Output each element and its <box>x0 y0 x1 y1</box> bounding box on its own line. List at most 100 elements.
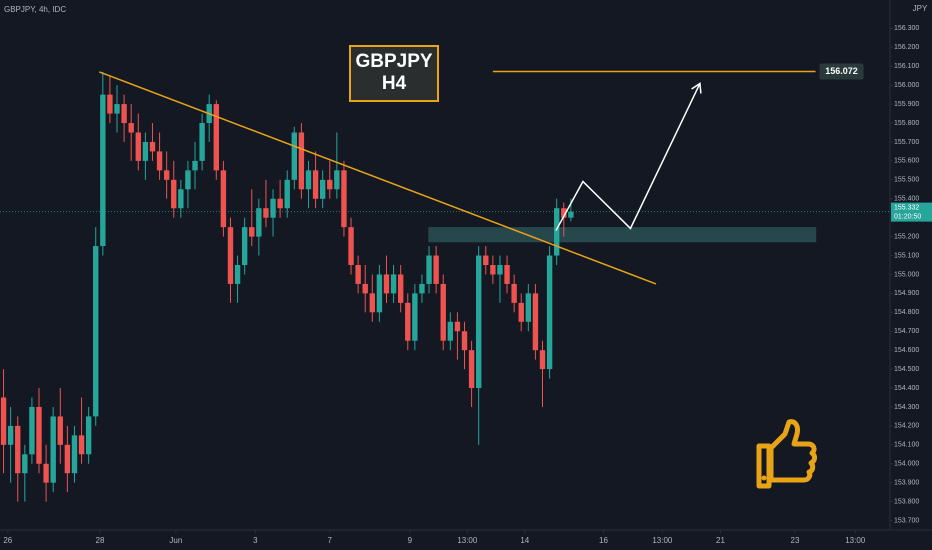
y-tick-label: 155.400 <box>894 196 919 203</box>
y-tick-label: 154.300 <box>894 404 919 411</box>
x-tick-label: 9 <box>408 536 413 545</box>
candle-body <box>334 170 340 190</box>
candle-body <box>291 132 297 180</box>
y-tick-label: 155.100 <box>894 252 919 259</box>
y-tick-label: 156.300 <box>894 25 919 32</box>
candle-body <box>22 454 28 474</box>
candle-body <box>64 444 71 474</box>
candle-body <box>241 227 248 265</box>
candle-body <box>149 141 156 152</box>
y-tick-label: 154.800 <box>894 309 919 316</box>
y-tick-label: 153.900 <box>894 480 919 487</box>
current-price-box <box>891 202 932 222</box>
y-tick-label: 154.500 <box>894 366 919 373</box>
x-tick-label: Jun <box>169 536 182 545</box>
candle-body <box>227 227 234 284</box>
candle-body <box>461 331 468 351</box>
candle-body <box>93 246 99 417</box>
candle-body <box>185 170 191 190</box>
candle-body <box>490 265 496 275</box>
candle-body <box>561 208 567 218</box>
trendline <box>99 71 657 285</box>
chart-title: GBPJPY, 4h, IDC <box>4 5 66 14</box>
candle-body <box>114 104 120 114</box>
y-tick-label: 155.500 <box>894 177 919 184</box>
candle-body <box>263 208 269 218</box>
candle-body <box>355 265 361 284</box>
candle-body <box>142 141 149 161</box>
candle-body <box>376 274 383 313</box>
candle-body <box>412 293 418 341</box>
candle-body <box>518 302 524 322</box>
candle-body <box>220 170 227 228</box>
label-box-text: H4 <box>382 73 407 94</box>
currency-label: JPY <box>913 4 928 13</box>
candle-body <box>305 170 312 190</box>
x-tick-label: 16 <box>599 536 608 545</box>
y-tick-label: 156.200 <box>894 44 919 51</box>
candle-body <box>348 227 354 265</box>
y-tick-label: 154.100 <box>894 442 919 449</box>
candle-body <box>397 274 404 303</box>
x-tick-label: 13:00 <box>457 536 478 545</box>
x-tick-label: 14 <box>520 536 529 545</box>
candle-body <box>199 123 205 161</box>
x-tick-label: 26 <box>3 536 12 545</box>
candle-body <box>121 104 127 124</box>
candle-body <box>107 94 113 114</box>
candle-body <box>171 179 177 209</box>
x-tick-label: 13:00 <box>845 536 866 545</box>
candle-body <box>213 104 219 171</box>
x-tick-label: 13:00 <box>652 536 673 545</box>
candle-body <box>568 211 574 218</box>
candle-body <box>312 170 319 199</box>
candle-body <box>298 132 305 190</box>
candle-body <box>511 283 517 303</box>
y-tick-label: 155.700 <box>894 139 919 146</box>
label-box-text: GBPJPY <box>355 51 432 72</box>
candle-body <box>43 463 49 483</box>
y-tick-label: 154.700 <box>894 328 919 335</box>
candle-body <box>426 255 432 284</box>
x-tick-label: 23 <box>791 536 800 545</box>
thumbs-up <box>756 419 817 489</box>
y-tick-label: 155.900 <box>894 101 919 108</box>
candle-body <box>78 435 85 455</box>
candle-body <box>284 179 290 209</box>
candle-body <box>362 283 368 294</box>
candle-body <box>156 151 163 171</box>
candle-body <box>50 416 56 483</box>
y-tick-label: 153.700 <box>894 517 919 524</box>
support-zone <box>428 227 817 243</box>
y-tick-label: 155.800 <box>894 120 919 127</box>
candle-body <box>419 283 425 294</box>
candle-body <box>128 123 134 133</box>
current-price-label: 155.332 <box>894 204 919 211</box>
target-label: 156.072 <box>825 66 858 76</box>
projection-path <box>555 83 701 231</box>
candle-body <box>85 416 92 455</box>
y-tick-label: 154.200 <box>894 423 919 430</box>
y-tick-label: 155.200 <box>894 233 919 240</box>
candle-body <box>234 265 241 284</box>
x-tick-label: 28 <box>96 536 105 545</box>
candle-body <box>7 425 14 445</box>
candle-body <box>483 255 489 265</box>
candle-body <box>135 132 141 161</box>
label-box <box>349 45 439 102</box>
y-tick-label: 155.000 <box>894 271 919 278</box>
candle-body <box>440 283 446 341</box>
candle-body <box>454 321 461 332</box>
candle-body <box>383 274 390 294</box>
y-tick-label: 154.400 <box>894 385 919 392</box>
candle-body <box>192 160 198 171</box>
target-label-box <box>819 63 864 80</box>
candle-body <box>57 416 63 445</box>
candle-body <box>178 189 184 209</box>
y-tick-label: 154.600 <box>894 347 919 354</box>
y-tick-label: 155.600 <box>894 158 919 165</box>
candle-body <box>475 255 482 389</box>
y-tick-label: 156.000 <box>894 82 919 89</box>
countdown-label: 01:20:50 <box>894 213 921 220</box>
